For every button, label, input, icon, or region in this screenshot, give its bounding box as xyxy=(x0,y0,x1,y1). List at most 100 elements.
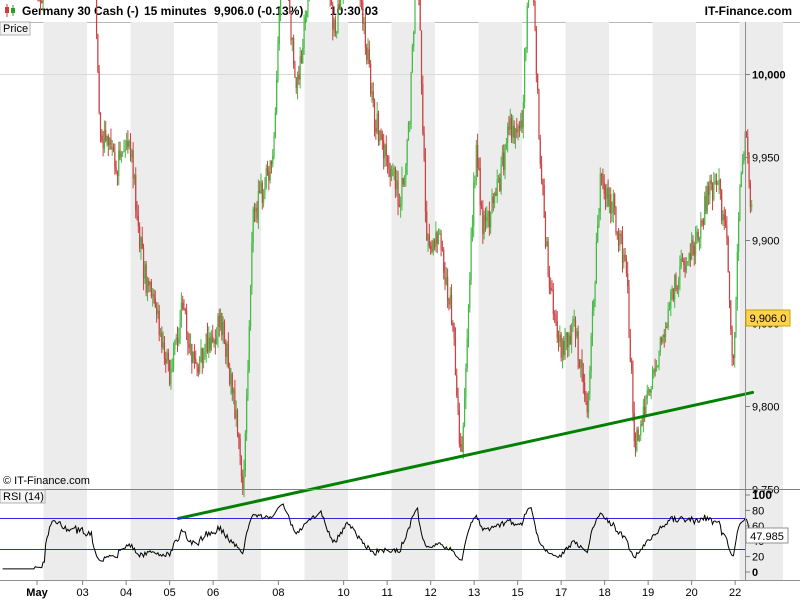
candle xyxy=(577,325,579,370)
candle xyxy=(221,312,223,341)
candle xyxy=(589,365,591,401)
candle xyxy=(670,289,672,317)
candle xyxy=(379,130,381,146)
candle xyxy=(289,0,291,14)
candle xyxy=(255,203,257,222)
last-price-box xyxy=(745,309,791,327)
candle xyxy=(606,183,608,208)
candle xyxy=(663,329,665,348)
candle xyxy=(410,71,412,130)
time-tick-label: 06 xyxy=(207,587,219,599)
candle xyxy=(680,249,682,270)
candle xyxy=(200,339,202,363)
rsi-tick-label: 100 xyxy=(752,488,772,502)
candle xyxy=(270,160,273,174)
session-stripe xyxy=(739,22,783,580)
candle xyxy=(490,211,492,234)
candle xyxy=(182,295,184,311)
session-stripe xyxy=(217,22,261,580)
candle xyxy=(448,297,450,311)
candle xyxy=(334,15,336,37)
candle xyxy=(433,238,436,251)
candle xyxy=(513,120,515,144)
candle xyxy=(732,354,735,366)
candle xyxy=(676,285,678,294)
candle xyxy=(238,432,240,450)
candle xyxy=(436,230,438,254)
candle xyxy=(137,204,139,234)
candle xyxy=(683,257,685,273)
candle xyxy=(574,316,577,348)
candle xyxy=(102,130,104,157)
candle xyxy=(116,170,119,186)
candle xyxy=(332,1,334,41)
candle xyxy=(112,143,115,153)
candle xyxy=(568,332,570,357)
candle xyxy=(477,133,479,177)
candle xyxy=(210,330,213,352)
candle xyxy=(441,240,443,252)
candle xyxy=(303,14,305,55)
candle xyxy=(122,151,124,158)
candle xyxy=(120,151,122,163)
candle xyxy=(223,319,226,345)
candle xyxy=(454,327,457,376)
candle xyxy=(604,184,607,211)
candle xyxy=(591,300,594,347)
candle xyxy=(482,200,484,244)
candle xyxy=(711,182,714,211)
candle xyxy=(359,0,361,7)
candle xyxy=(178,327,180,347)
candle xyxy=(493,191,496,209)
candle xyxy=(743,151,745,165)
candle xyxy=(279,0,282,22)
candle xyxy=(234,379,236,420)
candle xyxy=(500,156,502,195)
candle xyxy=(608,187,611,214)
candle xyxy=(544,211,547,249)
candle xyxy=(227,332,229,369)
candle xyxy=(145,260,147,297)
candlestick-icon xyxy=(5,4,15,17)
candle xyxy=(150,278,152,299)
candle xyxy=(595,232,597,285)
candle xyxy=(206,322,209,354)
candle xyxy=(230,367,232,395)
candle xyxy=(552,282,554,321)
candle xyxy=(620,230,622,245)
candle xyxy=(187,331,189,356)
rsi-tick-label: 80 xyxy=(752,505,764,517)
candle xyxy=(662,334,664,344)
candle xyxy=(466,328,468,372)
session-stripe xyxy=(565,22,609,580)
candle xyxy=(539,134,541,169)
candle xyxy=(704,191,706,226)
candle xyxy=(723,206,725,230)
candle xyxy=(180,292,182,328)
candle xyxy=(547,237,549,278)
candle xyxy=(431,240,433,254)
rsi-label-box xyxy=(0,489,46,504)
candle xyxy=(107,133,109,157)
candle xyxy=(427,233,429,253)
candle xyxy=(240,455,243,483)
session-stripe xyxy=(391,22,435,580)
rsi-value: 47.985 xyxy=(750,531,784,543)
candle xyxy=(696,225,698,245)
candle xyxy=(492,193,494,212)
candle xyxy=(555,309,557,326)
candle xyxy=(193,344,196,369)
candle xyxy=(483,210,485,240)
candle xyxy=(576,327,578,339)
candle xyxy=(239,433,241,466)
candle xyxy=(95,0,98,40)
candle xyxy=(736,243,738,311)
candle xyxy=(109,136,111,150)
candle xyxy=(380,128,382,141)
candle xyxy=(584,373,586,403)
brand-name: IT-Finance.com xyxy=(704,4,792,18)
candle xyxy=(491,188,493,214)
candle xyxy=(390,165,393,181)
candle xyxy=(590,332,592,379)
candle xyxy=(560,331,562,362)
